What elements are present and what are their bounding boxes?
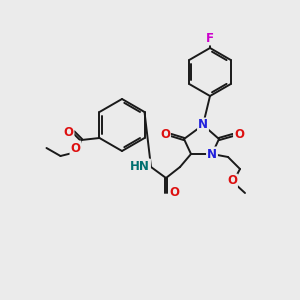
Text: O: O <box>169 187 179 200</box>
Text: O: O <box>227 175 237 188</box>
Text: O: O <box>234 128 244 142</box>
Text: N: N <box>207 148 217 160</box>
Text: O: O <box>64 125 74 139</box>
Text: O: O <box>160 128 170 142</box>
Text: N: N <box>198 118 208 131</box>
Text: O: O <box>70 142 80 154</box>
Text: HN: HN <box>130 160 150 172</box>
Text: F: F <box>206 32 214 44</box>
